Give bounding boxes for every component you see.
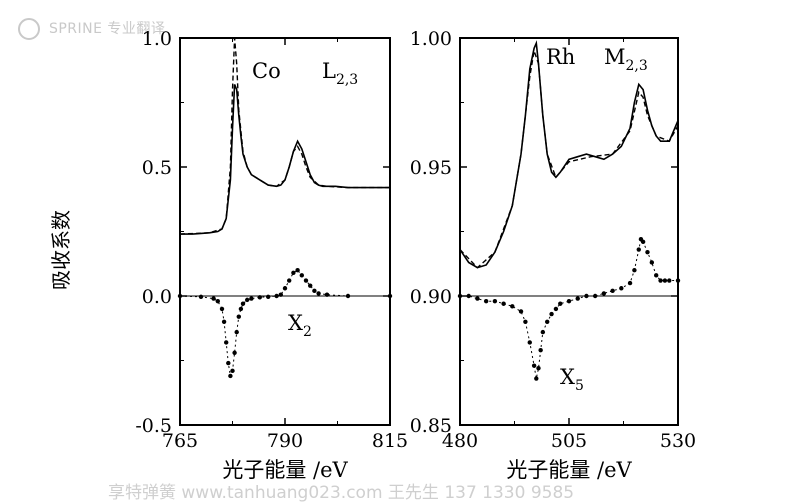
plot-frame <box>179 37 391 426</box>
difference-point <box>510 304 515 309</box>
absorption-line-solid <box>459 40 679 269</box>
y-tick-label: 0.95 <box>410 157 452 179</box>
difference-label: X5 <box>560 365 584 394</box>
difference-line <box>460 238 678 379</box>
y-tick-label: 0.90 <box>410 286 452 308</box>
absorption-line-solid <box>180 84 390 235</box>
x-tick-label: 815 <box>372 430 408 452</box>
difference-point <box>566 298 572 304</box>
difference-letter: X <box>560 365 575 389</box>
difference-point <box>534 376 539 381</box>
x-tick-label: 765 <box>162 430 198 452</box>
y-tick-label: 1.0 <box>142 28 172 50</box>
difference-point <box>215 298 220 304</box>
difference-point <box>667 278 672 283</box>
x-axis-label: 光子能量 /eV <box>222 458 348 482</box>
difference-point <box>466 293 471 299</box>
edge-shell-subscript: 2,3 <box>626 58 648 74</box>
difference-point <box>536 366 541 371</box>
y-tick-label: 0.85 <box>410 415 452 437</box>
edge-shell-label: M2,3 <box>604 45 648 74</box>
x-tick-label: 505 <box>551 430 587 452</box>
difference-point <box>249 296 254 301</box>
difference-point <box>649 260 655 265</box>
y-tick-label: 0.5 <box>142 157 172 179</box>
y-tick-label: 0.0 <box>142 286 172 308</box>
difference-subscript: 2 <box>303 324 312 340</box>
difference-point <box>234 329 239 335</box>
edge-shell-letter: L <box>322 59 336 83</box>
difference-point <box>531 363 537 368</box>
difference-label: X2 <box>288 311 312 340</box>
y-axis-label: 吸收系数 <box>49 210 73 290</box>
difference-line <box>179 269 390 378</box>
difference-point <box>274 293 279 299</box>
difference-point <box>257 295 262 300</box>
difference-point <box>501 301 506 306</box>
difference-point <box>291 270 296 275</box>
edge-shell-label: L2,3 <box>322 59 358 88</box>
y-tick-label: 1.00 <box>410 28 452 50</box>
x-tick-label: 530 <box>660 430 696 452</box>
watermark-bottom: 享特弹簧 www.tanhuang023.com 王先生 137 1330 95… <box>108 483 575 503</box>
watermark-top: SPRINE 专业翻译 <box>18 18 165 40</box>
difference-point <box>475 296 480 301</box>
absorption-line-dashed <box>459 50 679 269</box>
difference-point <box>226 360 231 366</box>
y-tick-label: -0.5 <box>135 415 172 437</box>
difference-point <box>238 306 244 312</box>
difference-point <box>345 293 351 299</box>
difference-point <box>610 288 615 294</box>
watermark-top-text: SPRINE 专业翻译 <box>48 21 166 37</box>
difference-point <box>592 293 598 299</box>
edge-shell-subscript: 2,3 <box>336 72 358 88</box>
difference-point <box>662 278 668 283</box>
difference-point <box>232 350 237 355</box>
difference-point <box>324 292 330 297</box>
x-axis-label: 光子能量 /eV <box>506 458 632 482</box>
edge-element-label: Co <box>252 59 281 83</box>
watermark-logo-icon <box>18 18 40 40</box>
difference-point <box>219 306 225 312</box>
absorption-line-dashed <box>179 37 390 235</box>
co-l23-panel: -0.5 0.0 0.5 1.0 765 790 815 光子能量 /eV Co L2,3 X2 <box>135 28 408 482</box>
edge-shell-letter: M <box>604 45 626 69</box>
x-tick-label: 790 <box>267 430 303 452</box>
difference-subscript: 5 <box>575 378 584 394</box>
difference-letter: X <box>288 311 303 335</box>
difference-point <box>245 297 250 303</box>
difference-point <box>601 291 607 296</box>
x-tick-label: 480 <box>442 430 478 452</box>
rh-m23-panel: 0.85 0.90 0.95 1.00 480 505 530 光子能量 /eV Rh M2,3 X… <box>410 28 696 482</box>
difference-point <box>518 309 524 314</box>
difference-point <box>540 329 546 335</box>
edge-element-label: Rh <box>546 45 575 69</box>
